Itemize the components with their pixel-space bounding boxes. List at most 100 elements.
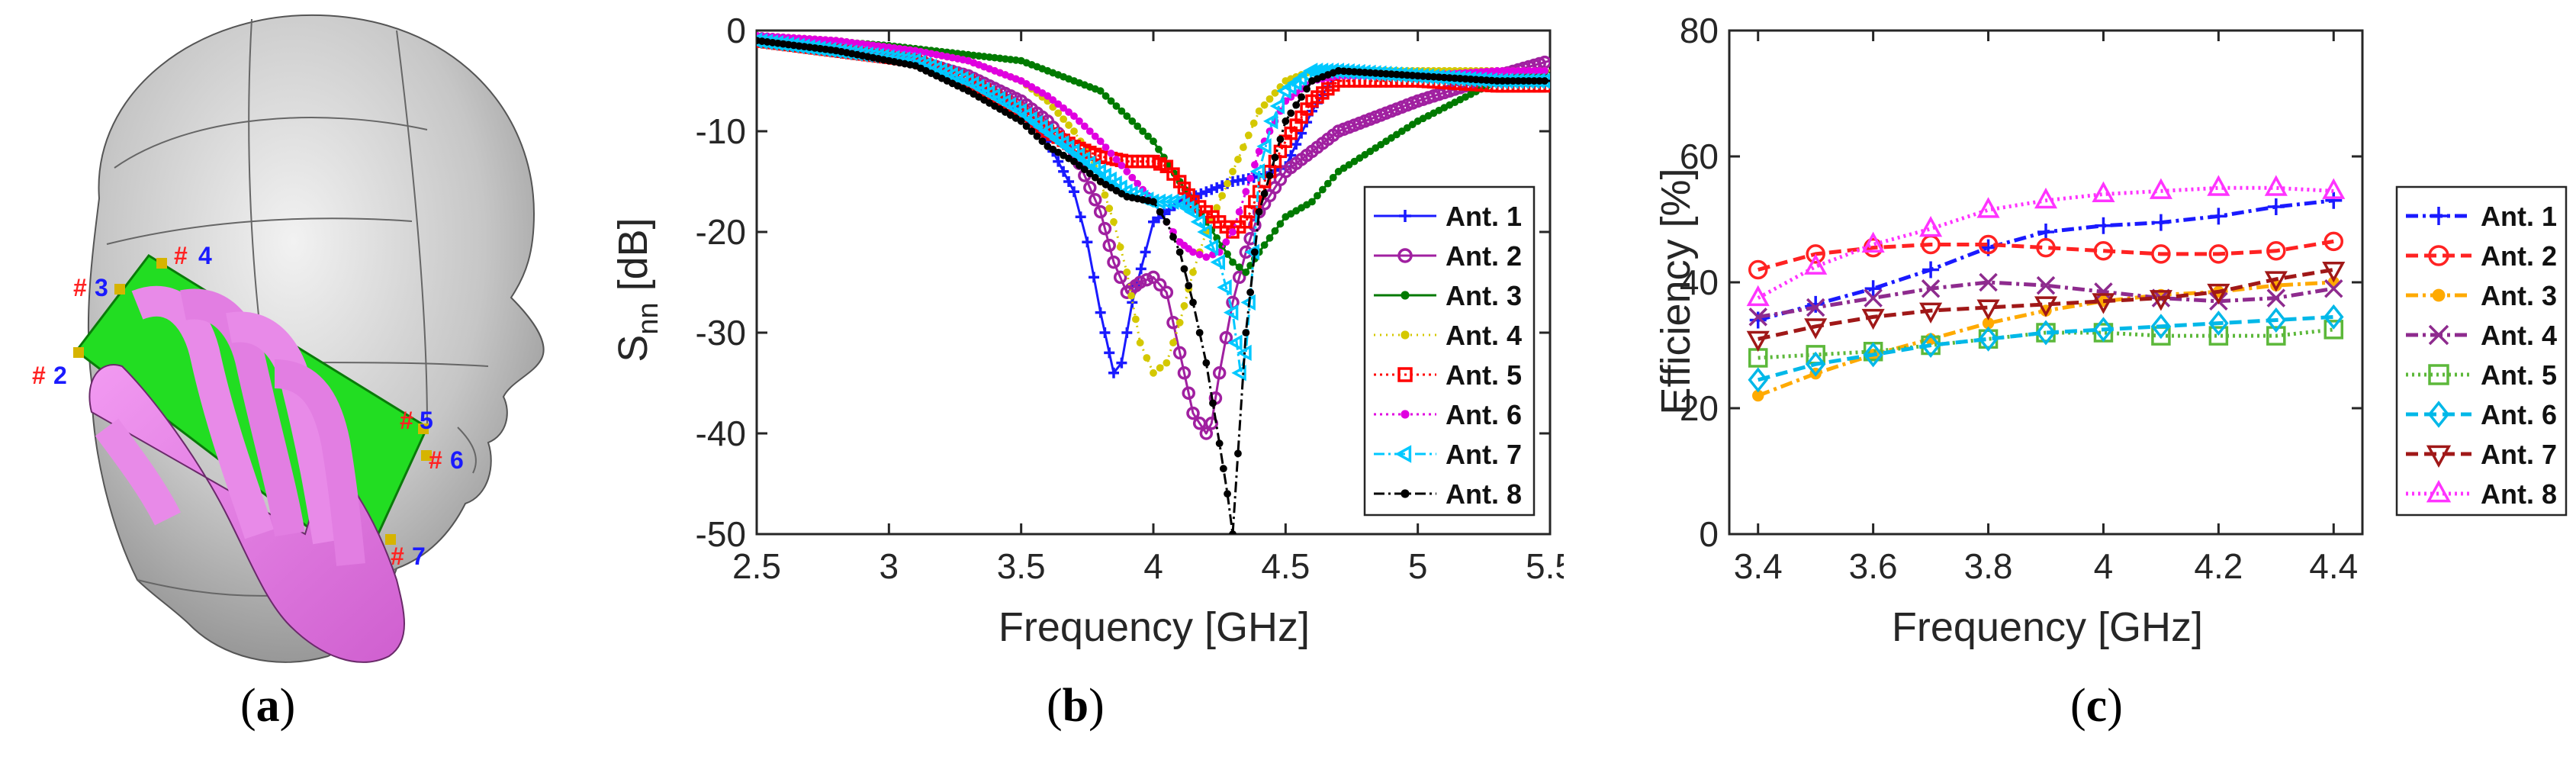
s-parameter-data-point xyxy=(1135,263,1146,275)
s-parameter-data-point xyxy=(1260,101,1269,109)
efficiency-data-point xyxy=(2266,288,2286,307)
s-parameter-data-point xyxy=(1298,93,1306,101)
efficiency-x-tick-label: 4.2 xyxy=(2194,546,2243,586)
efficiency-data-point xyxy=(1861,308,1885,330)
s-parameter-data-point xyxy=(1210,253,1226,271)
s-parameter-data-point xyxy=(1219,465,1227,473)
s-parameter-data-point xyxy=(1291,139,1302,150)
s-parameter-data-point xyxy=(1163,359,1171,367)
efficiency-data-point xyxy=(2324,231,2344,252)
efficiency-x-tick-label: 4 xyxy=(2094,546,2114,586)
s-parameter-data-point xyxy=(1477,76,1485,84)
s-parameter-data-point xyxy=(1146,270,1160,285)
efficiency-series-line xyxy=(1758,280,2334,319)
svg-text:#: # xyxy=(32,362,46,389)
efficiency-legend-label: Ant. 3 xyxy=(2481,280,2557,311)
s-parameter-data-point xyxy=(1271,153,1279,162)
efficiency-series-4 xyxy=(1748,272,2343,327)
s-parameter-data-point xyxy=(1112,156,1121,163)
s-parameter-data-point xyxy=(1123,268,1131,276)
s-parameter-data-point xyxy=(1514,77,1523,85)
s-parameter-data-point xyxy=(1215,439,1224,448)
s-parameter-data-point xyxy=(1520,66,1528,75)
s-parameter-data-point xyxy=(1199,427,1214,440)
s-parameter-data-point xyxy=(1189,298,1197,307)
efficiency-series-8 xyxy=(1746,175,2346,307)
efficiency-data-point xyxy=(1861,231,1885,253)
svg-text:5: 5 xyxy=(420,407,433,434)
s-parameter-data-point xyxy=(1175,248,1184,256)
s-parameter-data-point xyxy=(1180,265,1188,273)
s-parameter-data-point xyxy=(1186,406,1200,420)
s-parameter-data-point xyxy=(1520,77,1528,85)
s-parameter-data-point xyxy=(1028,127,1036,135)
s-parameter-data-point xyxy=(1108,367,1119,378)
caption-c: (c) xyxy=(2070,680,2123,732)
s-parameter-legend-marker xyxy=(1394,445,1412,463)
s-parameter-legend-label: Ant. 1 xyxy=(1446,201,1522,232)
s-parameter-data-point xyxy=(1462,75,1469,83)
s-parameter-y-tick-label: -50 xyxy=(696,514,746,554)
s-parameter-data-point xyxy=(1271,227,1279,235)
s-parameter-data-point xyxy=(1204,417,1219,430)
svg-text:4: 4 xyxy=(198,242,212,269)
efficiency-x-tick-label: 3.8 xyxy=(1964,546,2013,586)
efficiency-data-point xyxy=(2093,317,2114,343)
efficiency-data-point xyxy=(1982,317,1995,330)
efficiency-data-point xyxy=(1748,259,1768,280)
s-parameter-data-point xyxy=(1182,386,1195,400)
s-parameter-data-point xyxy=(1121,327,1133,338)
s-parameter-data-point xyxy=(1366,69,1375,77)
s-parameter-data-point xyxy=(1083,181,1097,195)
s-parameter-x-tick-label: 4.5 xyxy=(1261,546,1310,586)
s-parameter-data-point xyxy=(1446,74,1454,82)
s-parameter-data-point xyxy=(1203,239,1219,256)
efficiency-data-point xyxy=(2266,241,2286,261)
panel-a-illustration: # 2 # 3 # 4 # 5 # 6 # 7 xyxy=(32,14,545,663)
efficiency-legend-label: Ant. 7 xyxy=(2481,439,2557,470)
s-parameter-legend-marker xyxy=(1397,367,1413,382)
s-parameter-data-point xyxy=(1323,179,1332,188)
s-parameter-data-point xyxy=(1098,221,1112,236)
s-parameter-data-point xyxy=(1224,490,1231,498)
s-parameter-data-point xyxy=(1118,107,1126,115)
efficiency-data-point xyxy=(2150,314,2172,340)
s-parameter-data-point xyxy=(1345,67,1353,76)
efficiency-x-tick-label: 4.4 xyxy=(2309,546,2358,586)
efficiency-data-point xyxy=(2151,244,2171,264)
s-parameter-x-tick-label: 3 xyxy=(880,546,899,586)
s-parameter-data-point xyxy=(1255,208,1263,216)
efficiency-y-tick-label: 0 xyxy=(1699,514,1719,554)
s-parameter-data-point xyxy=(1044,92,1052,100)
s-parameter-data-point xyxy=(1107,150,1115,157)
s-parameter-data-point xyxy=(1250,161,1259,169)
port-label-6: # 6 xyxy=(429,446,464,474)
s-parameter-legend-label: Ant. 6 xyxy=(1446,399,1522,430)
s-parameter-data-point xyxy=(1172,346,1187,360)
s-parameter-data-point xyxy=(1467,75,1475,83)
s-parameter-data-point xyxy=(1498,66,1507,75)
s-parameter-data-point xyxy=(1085,169,1094,178)
s-parameter-x-tick-label: 3.5 xyxy=(997,546,1046,586)
efficiency-legend-marker xyxy=(2430,207,2448,225)
s-parameter-data-point xyxy=(1091,132,1099,140)
efficiency-legend-item: Ant. 7 xyxy=(2406,439,2557,470)
efficiency-data-point xyxy=(1748,367,1768,393)
efficiency-series-line xyxy=(1757,185,2334,300)
s-parameter-data-point xyxy=(1303,85,1311,93)
s-parameter-data-point xyxy=(1256,138,1272,155)
s-parameter-data-point xyxy=(1139,127,1147,135)
s-parameter-data-point xyxy=(1498,77,1507,85)
s-parameter-data-point xyxy=(1393,70,1401,79)
s-parameter-legend-item: Ant. 5 xyxy=(1374,359,1522,391)
port-label-5: # 5 xyxy=(400,407,433,434)
efficiency-legend-label: Ant. 1 xyxy=(2481,201,2557,232)
efficiency-data-point xyxy=(2035,320,2057,346)
efficiency-series-line xyxy=(1758,268,2334,341)
efficiency-data-point xyxy=(2149,178,2172,199)
s-parameter-data-point xyxy=(1224,250,1231,258)
efficiency-data-point xyxy=(2094,282,2113,301)
